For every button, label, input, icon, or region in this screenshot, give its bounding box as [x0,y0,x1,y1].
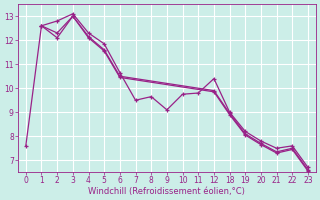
X-axis label: Windchill (Refroidissement éolien,°C): Windchill (Refroidissement éolien,°C) [88,187,245,196]
